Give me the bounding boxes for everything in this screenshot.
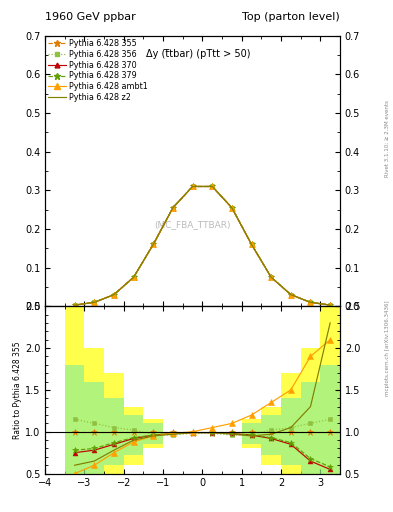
Legend: Pythia 6.428 355, Pythia 6.428 356, Pythia 6.428 370, Pythia 6.428 379, Pythia 6: Pythia 6.428 355, Pythia 6.428 356, Pyth… — [47, 37, 149, 103]
Text: Top (parton level): Top (parton level) — [242, 11, 340, 22]
Y-axis label: Ratio to Pythia 6.428 355: Ratio to Pythia 6.428 355 — [13, 341, 22, 439]
Text: (MC_FBA_TTBAR): (MC_FBA_TTBAR) — [154, 221, 231, 229]
Text: 1960 GeV ppbar: 1960 GeV ppbar — [45, 11, 136, 22]
Text: Δy (t̅tbar) (pTtt > 50): Δy (t̅tbar) (pTtt > 50) — [146, 49, 251, 59]
Text: mcplots.cern.ch [arXiv:1306.3436]: mcplots.cern.ch [arXiv:1306.3436] — [385, 301, 389, 396]
Text: Rivet 3.1.10; ≥ 2.3M events: Rivet 3.1.10; ≥ 2.3M events — [385, 100, 389, 177]
